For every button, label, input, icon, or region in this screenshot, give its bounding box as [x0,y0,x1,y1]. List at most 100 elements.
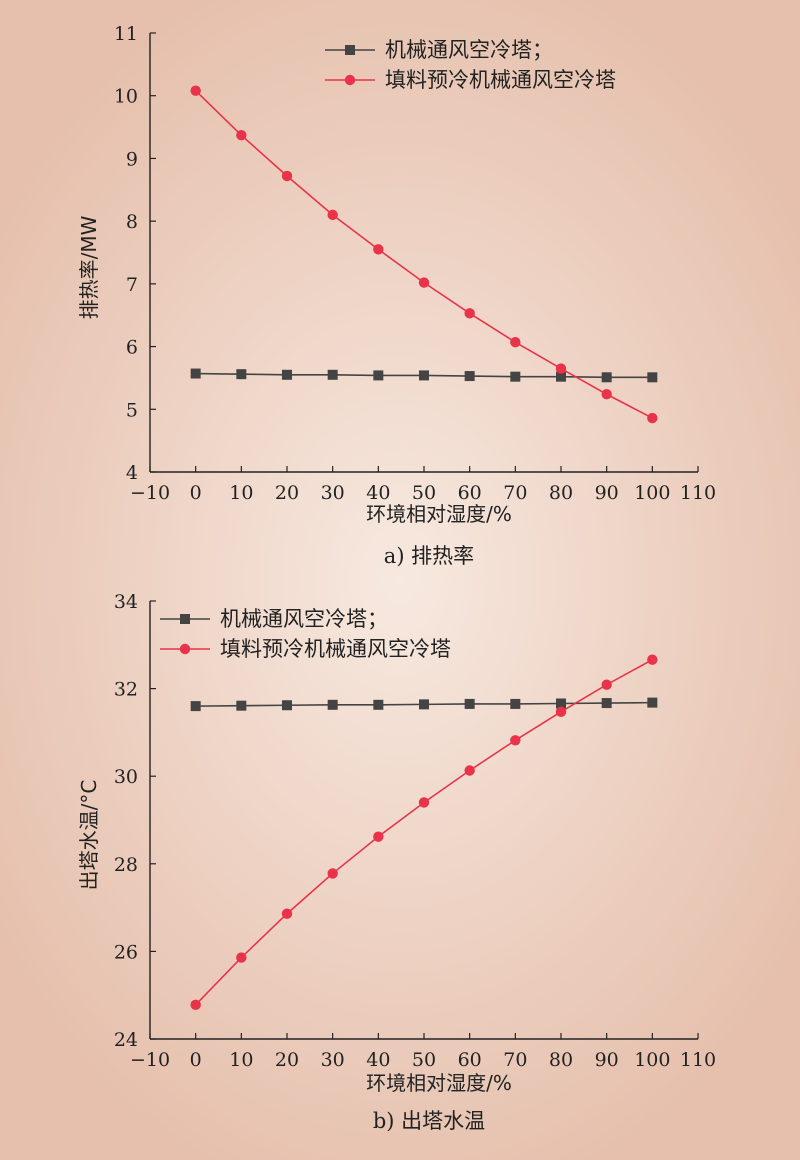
chart1-series-2-point [647,412,658,424]
chart2-series-1-point [373,699,384,710]
chart2-x-tick-label: 50 [412,1049,436,1071]
chart2-series-1-point [190,701,201,712]
chart1-x-tick-label: 100 [634,482,670,504]
chart2-x-tick-label: 70 [503,1049,527,1071]
chart1-caption: a) 排热率 [384,544,474,568]
chart1-series-1-point [373,370,384,381]
chart2-series-1-point [510,698,521,709]
chart2-y-tick-label: 30 [114,766,138,788]
chart1-series-2-point [236,130,247,141]
chart1-series-2-point [373,244,384,255]
chart2-series-2-point [373,831,384,842]
chart2-legend-marker-2 [179,643,191,655]
chart2-series-1-point [236,700,247,711]
chart1-legend-label-1: 机械通风空冷塔； [385,38,553,62]
chart1-y-tick-label: 5 [126,399,138,421]
chart1-series-1-point [236,369,247,380]
chart2-series-2-point [510,735,521,746]
chart2-x-tick-label: 20 [275,1049,299,1071]
chart1-y-tick-label: 8 [126,211,138,233]
chart1-legend-label-2: 填料预冷机械通风空冷塔 [385,68,616,92]
chart1-x-tick-label: 60 [458,482,482,504]
chart1-y-tick-label: 10 [114,86,138,108]
chart2-legend-marker-1 [180,614,190,624]
chart2-legend-label-2: 填料预冷机械通风空冷塔 [220,637,451,661]
chart1-x-tick-label: 0 [190,482,202,504]
chart2-series-2-point [190,999,201,1011]
chart2-x-tick-label: 60 [458,1049,482,1071]
chart1-x-tick-label: 70 [503,482,527,504]
chart2-series-1-point [419,699,429,710]
chart1-y-tick-label: 9 [126,148,138,170]
chart1-series-2-point [510,336,521,348]
chart1-series-1-point [190,368,201,379]
chart1-x-tick-label: 110 [680,482,716,504]
chart1-series-2-point [281,170,293,182]
chart2-series-1-point [601,698,612,709]
chart2-series-2-point [236,952,247,963]
chart2-y-tick-label: 24 [114,1029,138,1051]
chart2-x-tick-label: 80 [549,1049,573,1071]
chart2-x-tick-label: 10 [229,1049,253,1071]
chart1-series-2-point [190,85,201,96]
chart2-x-tick-label: 90 [595,1049,619,1071]
chart2-series-2-point [647,654,658,665]
chart2-series-2-point [418,797,430,808]
chart1-series-2-point [327,209,338,221]
chart2-series-2-line [195,658,653,1006]
chart1-series-2-point [601,389,612,400]
chart2-x-tick-label: 0 [190,1049,202,1071]
chart2-y-tick-label: 26 [114,941,138,963]
chart1-legend-marker-1 [345,45,355,55]
chart2-x-tick-label: 100 [634,1049,670,1071]
chart1-x-tick-label: 90 [595,482,619,504]
chart1-series-1-point [556,371,566,382]
chart2-y-tick-label: 32 [114,679,138,701]
chart2-series-1-point [556,698,566,709]
chart2-x-tick-label: 40 [366,1049,390,1071]
chart2-series-2-point [464,765,475,776]
chart1-x-tick-label: 20 [275,482,299,504]
chart1-series-1-point [510,371,521,382]
chart1-series-2-point [555,363,567,374]
chart1-x-tick-label: 50 [412,482,436,504]
chart1-y-axis-title: 排热率/MW [77,215,101,319]
chart1-x-axis-title: 环境相对湿度/% [366,502,512,526]
chart2-y-tick-label: 28 [114,854,138,876]
chart2-series-1-point [282,700,292,711]
chart1-y-tick-label: 11 [114,23,138,45]
chart2-x-tick-label: 110 [680,1049,716,1071]
chart2-series-1-point [647,697,658,708]
chart1-series-1-point [647,372,658,383]
chart2-series-2-point [555,706,567,718]
chart1-x-tick-label: −10 [130,482,170,504]
chart2-series-1-point [327,699,338,710]
chart1-series-2-point [418,277,430,288]
chart1-x-tick-label: 10 [229,482,253,504]
chart2-legend-label-1: 机械通风空冷塔； [220,607,388,631]
chart2-x-axis-title: 环境相对湿度/% [366,1071,512,1095]
chart2-series-2-point [327,868,338,879]
chart1-series-1-point [282,369,292,380]
chart1-series-1-point [464,371,475,382]
chart1-x-tick-label: 80 [549,482,573,504]
chart2-series-1-point [464,698,475,709]
chart1-series-1-point [419,370,429,381]
chart2-series-2-point [601,679,612,690]
chart1-series-2-line [195,90,653,419]
chart1-series-2-point [464,308,475,319]
chart1-y-tick-label: 6 [126,337,138,359]
chart2-x-tick-label: 30 [321,1049,345,1071]
chart2-y-tick-label: 34 [114,591,138,613]
chart1-x-tick-label: 30 [321,482,345,504]
chart2-caption: b) 出塔水温 [373,1109,485,1133]
chart1-y-tick-label: 4 [126,462,138,484]
chart1-series-1-point [327,369,338,380]
chart1-legend-marker-2 [344,74,356,86]
chart1-x-tick-label: 40 [366,482,390,504]
chart2-y-axis-title: 出塔水温/°C [77,780,101,891]
chart1-series-1-point [601,372,612,383]
chart1-y-tick-label: 7 [126,274,138,296]
